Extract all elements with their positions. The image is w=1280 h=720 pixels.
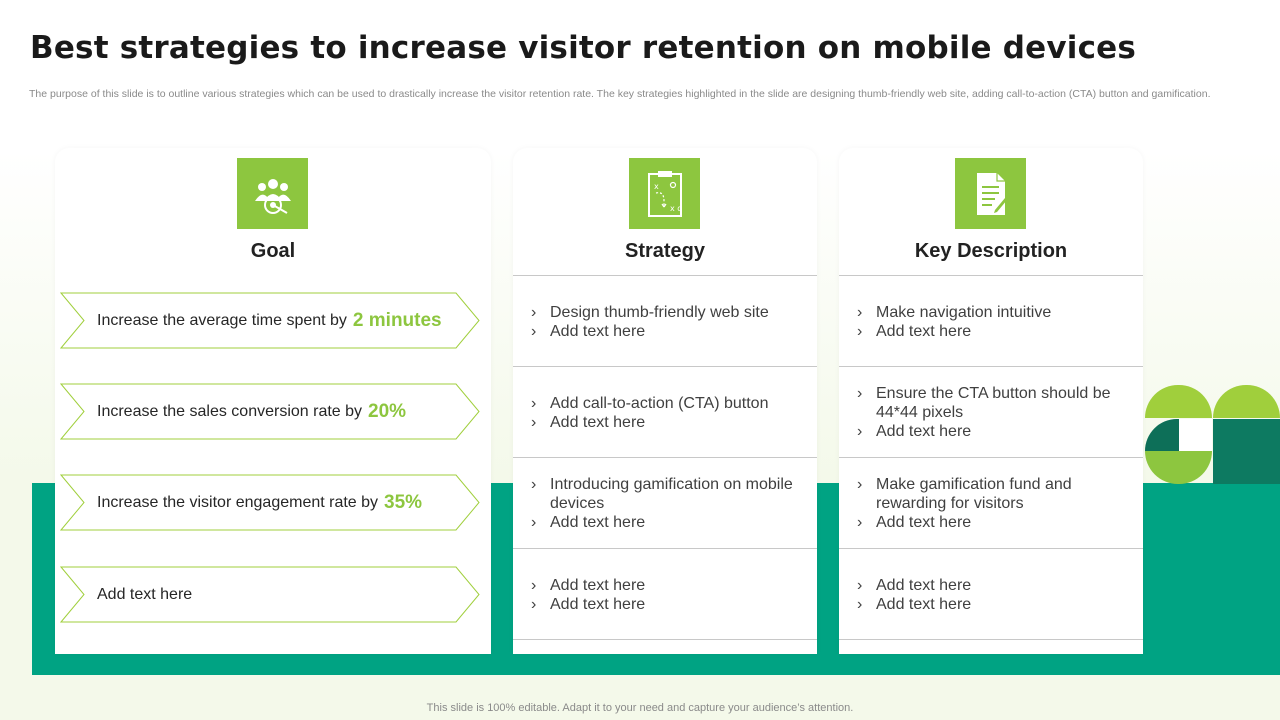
goal-item-text: Increase the average time spent by xyxy=(97,311,347,329)
strategy-board-icon: x x o xyxy=(629,158,700,229)
divider xyxy=(513,275,817,276)
decorative-shape xyxy=(1213,419,1280,484)
strategy-bullet: Add call-to-action (CTA) button xyxy=(550,394,769,412)
strategy-heading: Strategy xyxy=(624,240,706,262)
svg-text:x o: x o xyxy=(670,204,682,213)
divider xyxy=(839,275,1143,276)
goal-item-highlight: 35% xyxy=(384,491,423,513)
description-bullet: Add text here xyxy=(876,514,972,531)
decorative-shape xyxy=(1145,419,1179,451)
goal-item-text: Add text here xyxy=(97,585,193,603)
strategy-row: › Design thumb-friendly web site › Add tex… xyxy=(513,276,817,367)
strategy-row: › Add call-to-action (CTA) button › Add te… xyxy=(513,367,817,458)
strategy-bullet: Design thumb-friendly web site xyxy=(550,303,769,321)
description-bullet: Make gamification fund and rewarding for… xyxy=(876,476,1072,512)
decorative-shape xyxy=(1179,419,1212,451)
svg-text:x: x xyxy=(654,182,659,191)
key-description-heading: Key Description xyxy=(914,240,1068,262)
strategy-card: x x o Strategy › Design thumb-friendly we… xyxy=(513,148,817,654)
strategy-bullet: Add text here xyxy=(550,576,646,594)
description-bullet: Ensure the CTA button should be 44*44 pi… xyxy=(876,385,1111,421)
description-bullet: Add text here xyxy=(876,322,972,340)
document-icon xyxy=(955,158,1026,229)
team-target-icon xyxy=(237,158,308,229)
goal-item-highlight: 2 minutes xyxy=(352,309,442,331)
strategy-bullet: Introducing gamification on mobile devic… xyxy=(550,476,793,512)
description-row: › Make gamification fund and rewarding fo… xyxy=(839,458,1143,549)
goal-item-text: Increase the visitor engagement rate by xyxy=(97,493,379,511)
footer-note: This slide is 100% editable. Adapt it to… xyxy=(426,702,854,714)
description-bullet: Add text here xyxy=(876,595,972,613)
goal-item: Increase the average time spent by 2 minu… xyxy=(60,292,480,349)
description-row: › Ensure the CTA button should be 44*44 p… xyxy=(839,367,1143,458)
goal-item-highlight: 20% xyxy=(368,400,407,422)
strategy-bullet: Add text here xyxy=(550,595,646,613)
description-row: › Make navigation intuitive › Add text her… xyxy=(839,276,1143,367)
description-row: › Add text here › Add text here xyxy=(839,549,1143,640)
goal-item: Increase the sales conversion rate by 20% xyxy=(60,383,480,440)
page-subtitle: The purpose of this slide is to outline … xyxy=(29,88,1211,100)
decorative-shape xyxy=(1145,451,1212,484)
goal-item: Add text here xyxy=(60,566,480,623)
strategy-bullet: Add text here xyxy=(550,322,646,340)
goal-heading: Goal xyxy=(250,240,296,262)
strategy-bullet: Add text here xyxy=(550,413,646,431)
description-bullet: Add text here xyxy=(876,423,972,440)
strategy-row: › Introducing gamification on mobile devi… xyxy=(513,458,817,549)
strategy-bullet: Add text here xyxy=(550,514,646,531)
key-description-card: Key Description › Make navigation intuiti… xyxy=(839,148,1143,654)
goal-card: Goal Increase the average time spent by 2… xyxy=(55,148,491,654)
description-bullet: Add text here xyxy=(876,576,972,594)
goal-item: Increase the visitor engagement rate by 3… xyxy=(60,474,480,531)
decorative-shape xyxy=(1145,385,1212,418)
decorative-shape xyxy=(1213,385,1280,418)
page-title: Best strategies to increase visitor rete… xyxy=(30,30,1137,66)
strategy-row: › Add text here › Add text here xyxy=(513,549,817,640)
goal-item-text: Increase the sales conversion rate by xyxy=(97,402,363,420)
description-bullet: Make navigation intuitive xyxy=(876,303,1052,321)
